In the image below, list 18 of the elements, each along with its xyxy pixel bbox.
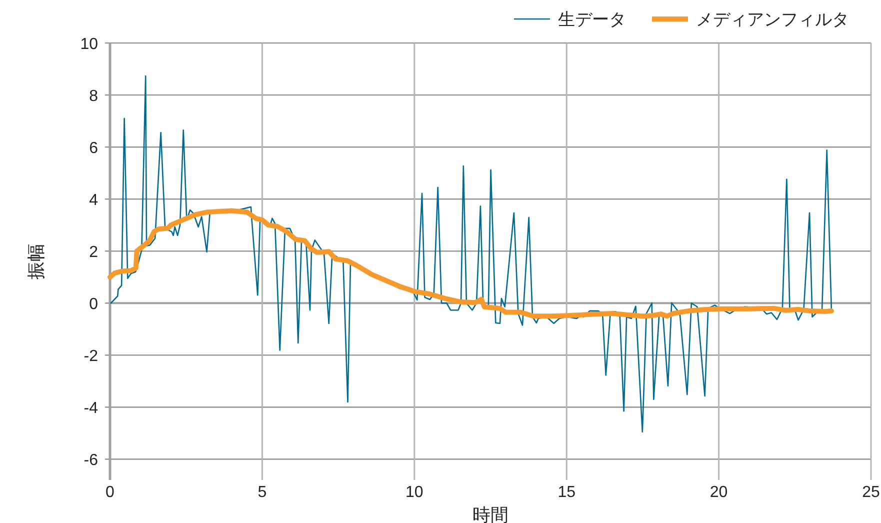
x-tick-label: 20	[710, 484, 728, 501]
y-tick-label: 10	[80, 36, 98, 53]
y-tick-label: 2	[89, 244, 98, 262]
y-tick-label: -2	[84, 348, 98, 366]
x-tick-label: 15	[558, 484, 576, 501]
y-tick-label: -4	[84, 400, 98, 418]
y-tick-label: 6	[89, 140, 98, 158]
x-tick-label: 25	[862, 484, 880, 501]
legend-label: メディアンフィルタ	[696, 10, 849, 29]
y-tick-label: 4	[89, 192, 98, 210]
y-axis-title: 振幅	[26, 244, 46, 280]
x-tick-label: 0	[106, 484, 115, 501]
x-tick-label: 5	[258, 484, 267, 501]
y-tick-label: 8	[89, 88, 98, 106]
x-tick-label: 10	[406, 484, 424, 501]
y-tick-label: 0	[89, 296, 98, 314]
legend-label: 生データ	[558, 10, 626, 29]
y-tick-label: -6	[84, 452, 98, 470]
